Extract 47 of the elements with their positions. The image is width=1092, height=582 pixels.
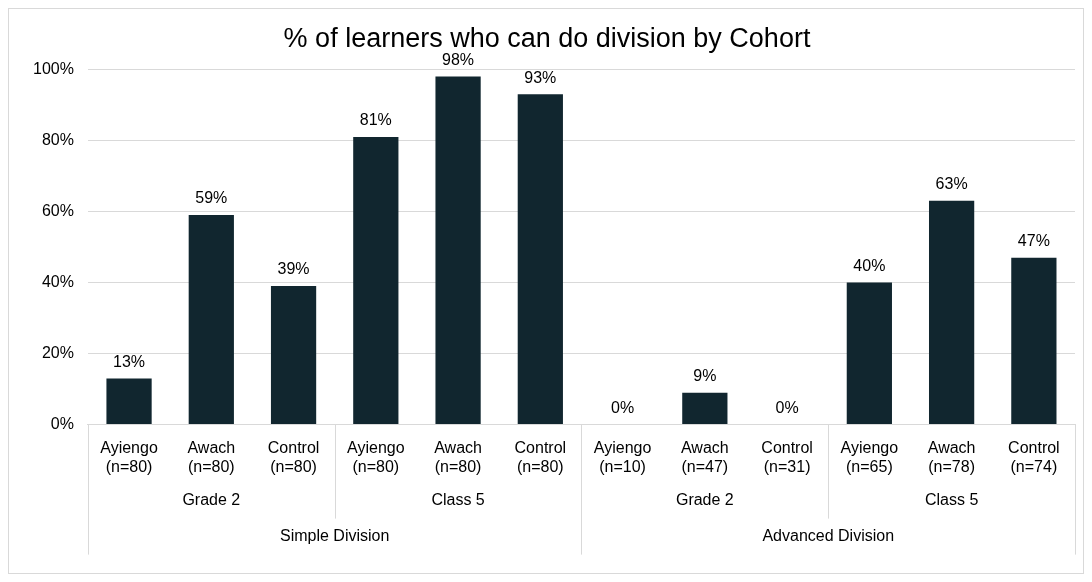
text: Simple Division <box>280 527 390 545</box>
bar <box>682 392 728 425</box>
x-tick-label: Control (n=74) <box>1008 438 1060 475</box>
bar <box>435 76 481 425</box>
x-tick-label: Awach (n=47) <box>680 438 729 475</box>
text: Grade 2 <box>675 491 734 509</box>
data-label: 0% <box>775 399 799 417</box>
x-tick-label: Awach (n=80) <box>187 438 236 475</box>
data-label: 40% <box>853 256 886 274</box>
y-tick-label: 0% <box>50 415 74 433</box>
data-label: 47% <box>1017 232 1050 250</box>
x-tick-label: Ayiengo (n=10) <box>593 438 652 475</box>
data-label: 59% <box>195 189 228 207</box>
bar <box>270 286 317 425</box>
bar <box>353 136 399 425</box>
y-tick-label: 100% <box>33 59 74 77</box>
bar <box>106 378 152 425</box>
x-tick-label: Awach (n=78) <box>927 438 976 475</box>
bar <box>846 282 892 425</box>
data-label: 39% <box>277 260 310 278</box>
data-label: 9% <box>693 367 717 385</box>
x-tick-label: Control (n=80) <box>514 438 567 475</box>
text: Class 5 <box>924 491 979 509</box>
x-tick-label: Control (n=31) <box>761 438 813 475</box>
y-tick-label: 60% <box>41 201 74 219</box>
text: Class 5 <box>431 491 485 509</box>
x-tick-label: Ayiengo (n=80) <box>347 438 405 475</box>
x-tick-label: Control (n=80) <box>267 438 320 475</box>
data-label: 93% <box>524 68 557 86</box>
text: Advanced Division <box>762 527 895 545</box>
bar <box>188 215 234 425</box>
chart-title: % of learners who can do division by Cohort <box>283 22 811 53</box>
text: Grade 2 <box>182 491 241 509</box>
x-tick-label: Ayiengo (n=80) <box>100 438 158 475</box>
y-tick-label: 80% <box>41 130 74 148</box>
y-tick-label: 20% <box>41 343 74 361</box>
x-tick-label: Awach (n=80) <box>434 438 482 475</box>
x-tick-label: Ayiengo (n=65) <box>840 438 899 475</box>
bar <box>929 200 975 425</box>
bar <box>1011 257 1057 425</box>
y-tick-label: 40% <box>41 272 74 290</box>
data-label: 98% <box>442 50 475 68</box>
bar <box>517 94 563 425</box>
data-label: 0% <box>611 399 635 417</box>
data-label: 81% <box>359 111 392 129</box>
data-label: 13% <box>113 352 146 370</box>
data-label: 63% <box>935 175 968 193</box>
